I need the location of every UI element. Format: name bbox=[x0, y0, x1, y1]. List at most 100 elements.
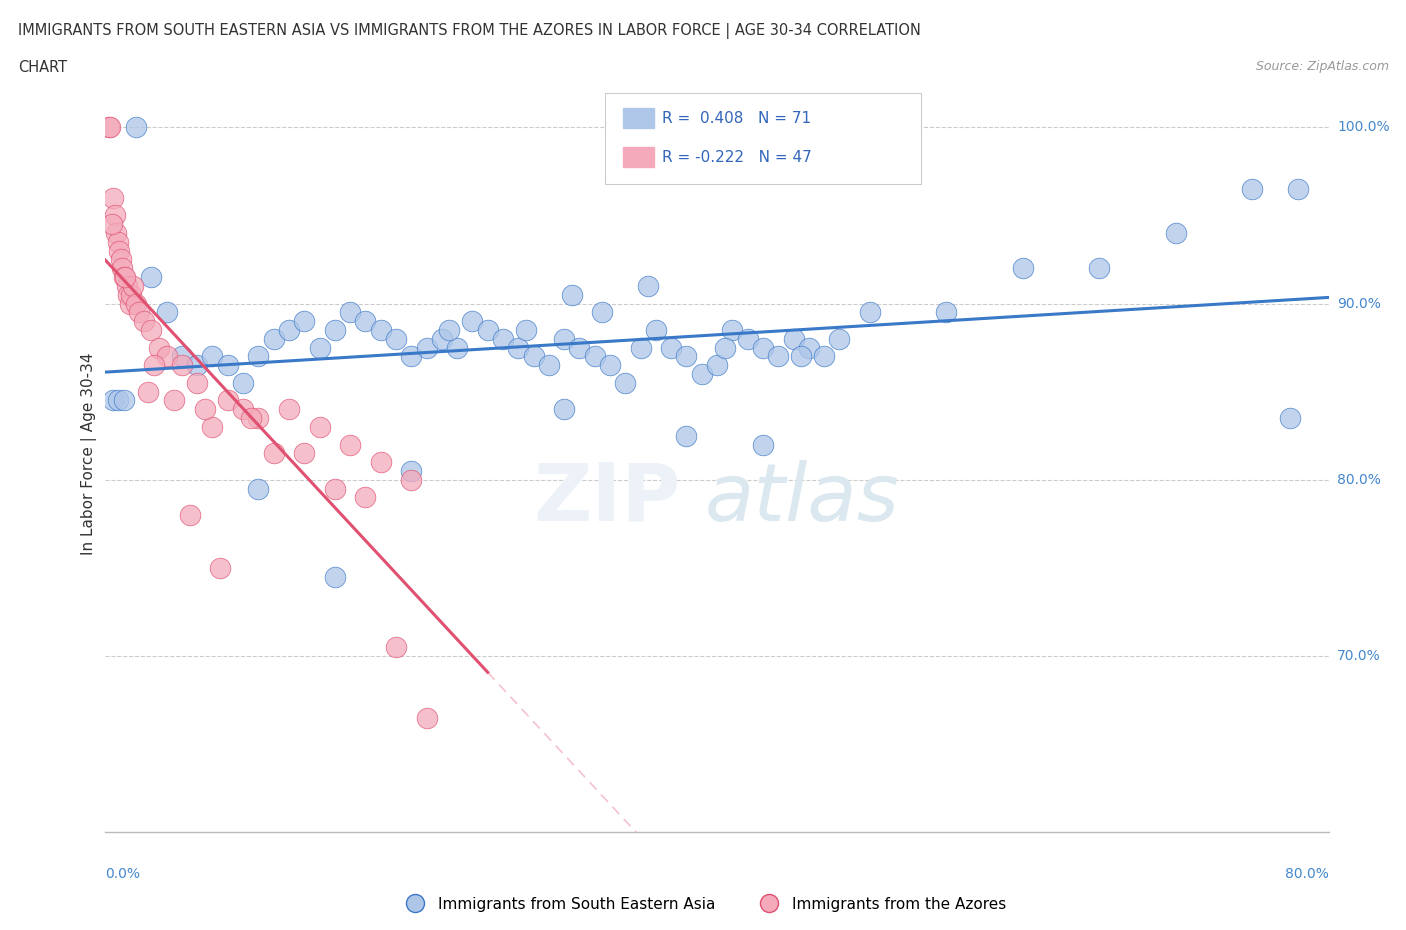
Point bbox=[1241, 181, 1264, 196]
Point bbox=[706, 358, 728, 373]
Point bbox=[477, 323, 499, 338]
Point bbox=[768, 349, 790, 364]
Point bbox=[797, 340, 820, 355]
Point bbox=[339, 305, 361, 320]
Point bbox=[828, 331, 851, 346]
Text: Source: ZipAtlas.com: Source: ZipAtlas.com bbox=[1256, 60, 1389, 73]
Point bbox=[370, 455, 392, 470]
Legend: Immigrants from South Eastern Asia, Immigrants from the Azores: Immigrants from South Eastern Asia, Immi… bbox=[394, 891, 1012, 918]
Point bbox=[143, 358, 166, 373]
Point bbox=[101, 191, 124, 206]
Point bbox=[141, 323, 163, 338]
Point bbox=[263, 446, 285, 461]
Point bbox=[461, 313, 484, 328]
Point bbox=[155, 305, 177, 320]
Point bbox=[446, 340, 468, 355]
Point bbox=[690, 366, 713, 381]
Point bbox=[859, 305, 882, 320]
Point bbox=[148, 340, 170, 355]
Point bbox=[247, 411, 270, 426]
Text: CHART: CHART bbox=[18, 60, 67, 75]
Text: R = -0.222   N = 47: R = -0.222 N = 47 bbox=[662, 150, 813, 165]
Point bbox=[553, 331, 575, 346]
Point bbox=[354, 490, 377, 505]
Point bbox=[630, 340, 652, 355]
Point bbox=[104, 208, 127, 223]
Point bbox=[110, 252, 132, 267]
Point bbox=[492, 331, 515, 346]
Point bbox=[399, 349, 422, 364]
Point bbox=[101, 393, 124, 408]
Point bbox=[1164, 226, 1187, 241]
Point bbox=[415, 340, 437, 355]
Point bbox=[97, 120, 120, 135]
Point bbox=[385, 640, 408, 655]
Point bbox=[186, 358, 208, 373]
Text: 80.0%: 80.0% bbox=[1337, 472, 1381, 486]
Y-axis label: In Labor Force | Age 30-34: In Labor Force | Age 30-34 bbox=[82, 352, 97, 554]
Point bbox=[125, 296, 148, 311]
Point bbox=[98, 120, 121, 135]
Point bbox=[399, 472, 422, 487]
Point bbox=[637, 278, 659, 293]
Point bbox=[385, 331, 408, 346]
Point bbox=[415, 711, 437, 725]
Point bbox=[105, 226, 128, 241]
Point bbox=[136, 384, 159, 399]
Point bbox=[599, 358, 621, 373]
Point bbox=[201, 419, 224, 434]
Text: R =  0.408   N = 71: R = 0.408 N = 71 bbox=[662, 111, 811, 126]
Point bbox=[790, 349, 813, 364]
Point bbox=[354, 313, 377, 328]
Point bbox=[523, 349, 546, 364]
Point bbox=[370, 323, 392, 338]
Point bbox=[292, 313, 315, 328]
Point bbox=[1012, 260, 1035, 275]
Point bbox=[239, 411, 262, 426]
Text: 90.0%: 90.0% bbox=[1337, 297, 1381, 311]
Point bbox=[112, 393, 135, 408]
Point bbox=[114, 270, 136, 285]
Point bbox=[713, 340, 735, 355]
Point bbox=[209, 561, 232, 576]
Point bbox=[120, 287, 142, 302]
Point bbox=[675, 349, 697, 364]
Text: 100.0%: 100.0% bbox=[1337, 120, 1389, 134]
Point bbox=[752, 437, 775, 452]
Point bbox=[112, 270, 135, 285]
Point bbox=[117, 287, 139, 302]
Point bbox=[125, 120, 148, 135]
Point bbox=[439, 323, 461, 338]
Text: 70.0%: 70.0% bbox=[1337, 649, 1381, 663]
Point bbox=[308, 419, 330, 434]
Point bbox=[141, 270, 163, 285]
Point bbox=[186, 376, 208, 391]
Point bbox=[737, 331, 759, 346]
Point bbox=[107, 234, 129, 249]
Point bbox=[232, 376, 254, 391]
Point bbox=[1286, 181, 1309, 196]
Point bbox=[194, 402, 217, 417]
Point bbox=[659, 340, 682, 355]
Point bbox=[644, 323, 668, 338]
Point bbox=[308, 340, 330, 355]
Point bbox=[752, 340, 775, 355]
Point bbox=[508, 340, 530, 355]
Point bbox=[170, 349, 193, 364]
Point bbox=[553, 402, 575, 417]
Point bbox=[561, 287, 583, 302]
Point bbox=[263, 331, 285, 346]
Point bbox=[515, 323, 537, 338]
Point bbox=[107, 393, 129, 408]
Point bbox=[935, 305, 957, 320]
Point bbox=[278, 323, 301, 338]
Point bbox=[782, 331, 804, 346]
Point bbox=[163, 393, 186, 408]
Point bbox=[111, 260, 134, 275]
Point bbox=[155, 349, 177, 364]
Text: ZIP: ZIP bbox=[533, 459, 681, 538]
Point bbox=[323, 481, 346, 496]
Point bbox=[179, 508, 201, 523]
Text: IMMIGRANTS FROM SOUTH EASTERN ASIA VS IMMIGRANTS FROM THE AZORES IN LABOR FORCE : IMMIGRANTS FROM SOUTH EASTERN ASIA VS IM… bbox=[18, 23, 921, 39]
Point bbox=[118, 296, 141, 311]
